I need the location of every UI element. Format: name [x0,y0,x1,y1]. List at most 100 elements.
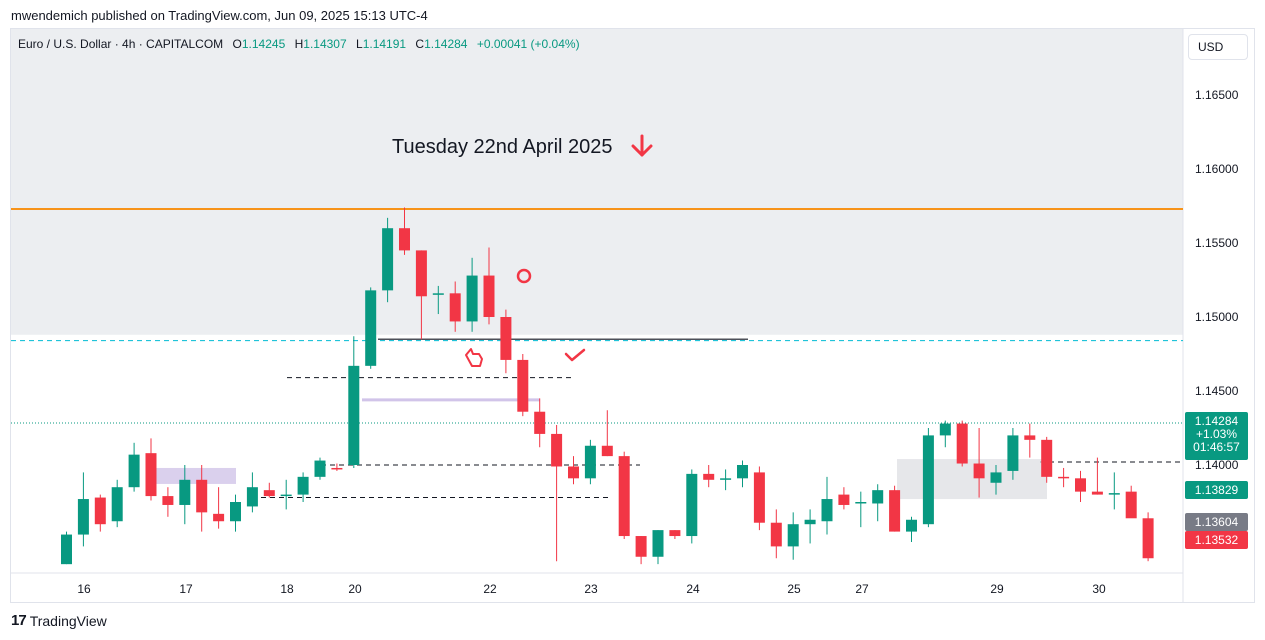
high-label: H [294,37,304,51]
candle-body [906,519,917,532]
candle-body [230,502,241,522]
candle-body [1075,478,1086,492]
x-tick-label: 27 [855,582,869,596]
candle-body [179,479,191,505]
candle-body [432,293,444,295]
candle-body [534,411,546,434]
x-tick-label: 30 [1092,582,1106,596]
y-tick-label: 1.15000 [1195,310,1239,324]
candle-body [449,293,461,322]
candle-body [1091,491,1103,495]
x-tick-label: 23 [584,582,598,596]
candle-body [111,487,123,522]
candle-body [1125,491,1137,519]
footer: 17 TradingView [11,612,107,629]
candle-body [872,490,884,504]
candle-countdown: 01:46:57 [1193,440,1240,454]
candle-body [1142,518,1154,559]
candle-body [145,453,157,497]
candle-body [1108,493,1120,495]
low-value: 1.14191 [362,37,407,51]
candle-body [61,534,72,565]
price-tag-red: 1.13532 [1185,531,1248,549]
candle-body [720,478,732,480]
candle-body [787,524,799,547]
candle-body [1041,439,1053,477]
symbol-info: Euro / U.S. Dollar · 4h · CAPITALCOM O1.… [18,37,580,51]
symbol-name: Euro / U.S. Dollar · 4h · CAPITALCOM [18,37,224,51]
chart-frame [10,28,1255,603]
candle-body [821,499,833,522]
consolidation-box [897,459,1047,500]
candle-body [1024,435,1036,440]
candle-body [128,454,140,488]
candle-body [669,530,681,537]
y-tick-label: 1.14500 [1195,384,1239,398]
candle-body [399,228,410,251]
candle-body [939,423,951,436]
supply-zone [11,29,1183,335]
low-label: L [356,37,363,51]
candle-body [263,490,275,497]
candle-body [990,472,1002,483]
candle-body [770,522,782,547]
published-by-text: mwendemich published on TradingView.com,… [11,8,428,23]
current-change: +1.03% [1195,427,1238,441]
x-tick-label: 24 [686,582,700,596]
y-tick-label: 1.15500 [1195,236,1239,250]
candle-body [382,228,394,291]
close-label: C [415,37,425,51]
candle-body [804,519,816,525]
candle-body [551,433,563,467]
candle-body [314,460,326,477]
candle-body [348,365,360,465]
candle-body [568,466,579,479]
currency-button[interactable]: USD [1188,34,1248,60]
candle-body [331,467,343,470]
arrow-down-head-icon [631,144,653,157]
y-tick-label: 1.16500 [1195,88,1239,102]
price-tag-gray: 1.13604 [1185,513,1248,531]
candle-body [246,487,258,507]
candle-body [855,502,867,504]
candle-body [753,472,765,523]
close-value: 1.14284 [424,37,468,51]
candle-body [618,456,630,537]
candle-body [466,275,478,322]
candle-body [703,473,715,480]
candle-body [162,496,174,505]
pointing-hand-icon [465,348,483,367]
candle-body [483,275,495,317]
candle-body [280,494,292,497]
candle-body [889,490,901,532]
candle-body [956,423,968,464]
candle-body [686,473,698,537]
x-tick-label: 20 [348,582,362,596]
candle-body [652,530,664,557]
candle-body [94,497,106,525]
x-tick-label: 22 [483,582,497,596]
candle-body [1007,435,1019,471]
candle-body [584,445,596,479]
price-tag-green: 1.13829 [1185,481,1248,499]
brand-name[interactable]: TradingView [29,612,107,629]
candle-body [297,476,309,495]
candle-body [517,359,529,412]
y-tick-label: 1.16000 [1195,162,1239,176]
change-value: +0.00041 (+0.04%) [476,37,580,51]
candle-body [635,536,647,557]
candle-body [500,317,512,360]
candle-body [415,250,427,297]
fvg-box [156,467,236,484]
x-tick-label: 25 [787,582,801,596]
x-tick-label: 17 [179,582,193,596]
candle-body [973,463,985,479]
x-tick-label: 29 [990,582,1004,596]
x-tick-label: 16 [77,582,91,596]
candle-body [77,499,89,535]
current-price: 1.14284 [1194,414,1239,428]
candle-body [737,465,748,479]
tradingview-logo-icon: 17 [11,612,27,629]
x-tick-label: 18 [280,582,294,596]
